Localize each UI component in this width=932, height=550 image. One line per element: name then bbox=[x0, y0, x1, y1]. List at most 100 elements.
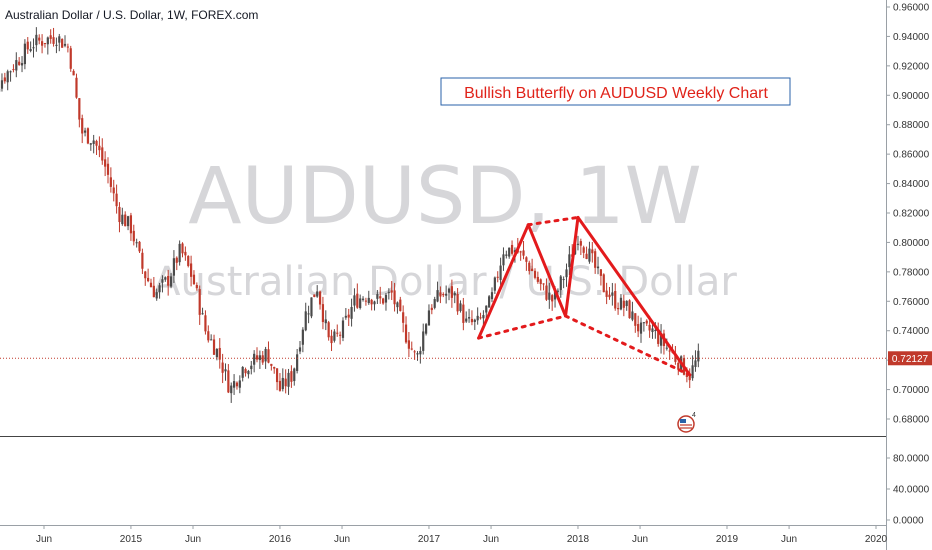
candle-body bbox=[616, 308, 620, 310]
candle-body bbox=[126, 216, 130, 227]
candle-body bbox=[565, 269, 568, 278]
pattern-ratio-AC bbox=[526, 215, 580, 227]
candle-body bbox=[628, 300, 631, 319]
candle-body bbox=[273, 366, 276, 369]
candle-body bbox=[15, 60, 18, 71]
candle-body bbox=[665, 347, 668, 349]
candle-body bbox=[496, 276, 499, 278]
candle-body bbox=[490, 292, 494, 300]
candle-body bbox=[204, 315, 207, 332]
candle-body bbox=[462, 304, 465, 323]
candle-body bbox=[528, 262, 531, 272]
candle-body bbox=[596, 266, 600, 269]
indicator-tick-label: 40.0000 bbox=[893, 485, 930, 496]
candle-body bbox=[361, 298, 365, 300]
candle-body bbox=[198, 289, 201, 315]
time-axis[interactable]: Jun 2015 Jun 2016 Jun 2017 Jun 2018 Jun 2019 Jun 20… bbox=[36, 525, 888, 545]
candle-body bbox=[654, 330, 657, 332]
candle-body bbox=[430, 307, 433, 311]
butterfly-pattern bbox=[477, 215, 692, 377]
candle-body bbox=[419, 351, 422, 355]
candle-body bbox=[261, 355, 264, 363]
economic-event-icon[interactable]: 4 bbox=[677, 412, 696, 433]
candle-body bbox=[192, 274, 196, 285]
candle-body bbox=[255, 355, 259, 360]
candle-body bbox=[310, 297, 313, 317]
candle-body bbox=[6, 71, 9, 83]
price-tick-label: 0.70000 bbox=[893, 385, 930, 396]
candle-body bbox=[625, 300, 628, 307]
price-tick-label: 0.68000 bbox=[893, 415, 930, 426]
indicator-tick-label: 0.0000 bbox=[893, 516, 924, 527]
candle-body bbox=[333, 331, 336, 341]
candle-body bbox=[522, 250, 525, 256]
candle-body bbox=[424, 324, 428, 334]
candle-body bbox=[158, 285, 161, 293]
candle-body bbox=[585, 253, 588, 259]
candle-body bbox=[46, 37, 49, 45]
candle-body bbox=[95, 140, 98, 146]
chart-title: Australian Dollar / U.S. Dollar, 1W, FOR… bbox=[5, 8, 258, 22]
candle-body bbox=[35, 34, 38, 46]
candle-body bbox=[250, 365, 253, 370]
candle-body bbox=[264, 348, 267, 362]
candle-body bbox=[212, 339, 216, 355]
candle-body bbox=[473, 319, 476, 322]
candle-body bbox=[476, 315, 479, 321]
candlestick-series bbox=[0, 27, 700, 403]
candle-body bbox=[341, 320, 345, 338]
candle-body bbox=[293, 368, 296, 382]
svg-text:0.72127: 0.72127 bbox=[892, 354, 929, 365]
candle-body bbox=[12, 69, 15, 71]
price-axis[interactable]: 0.96000 0.94000 0.92000 0.90000 0.88000 0.860… bbox=[886, 3, 930, 426]
candle-body bbox=[631, 311, 634, 320]
candle-body bbox=[427, 310, 431, 326]
candle-body bbox=[459, 303, 462, 311]
candle-body bbox=[548, 292, 551, 300]
candle-body bbox=[436, 290, 439, 302]
watermark-symbol: AUDUSD, 1W bbox=[188, 152, 702, 242]
candle-body bbox=[350, 306, 353, 319]
candle-body bbox=[525, 257, 528, 262]
candle-body bbox=[164, 277, 167, 280]
candle-body bbox=[147, 277, 150, 282]
candle-body bbox=[9, 71, 12, 73]
candle-body bbox=[296, 354, 299, 371]
price-tick-label: 0.90000 bbox=[893, 91, 930, 102]
candle-body bbox=[697, 350, 700, 362]
candle-body bbox=[124, 214, 127, 227]
candle-body bbox=[106, 163, 110, 175]
candle-body bbox=[178, 243, 181, 263]
candle-body bbox=[467, 317, 471, 319]
candle-body bbox=[161, 279, 164, 283]
candle-body bbox=[485, 305, 488, 313]
candle-body bbox=[258, 355, 261, 361]
candle-body bbox=[579, 241, 582, 246]
candle-body bbox=[144, 271, 147, 279]
candle-body bbox=[677, 362, 680, 370]
watermark-description: Australian Dollar / U.S. Dollar bbox=[153, 259, 737, 305]
candle-body bbox=[58, 36, 61, 43]
candle-body bbox=[330, 335, 333, 344]
indicator-axis[interactable]: 80.0000 40.0000 0.0000 bbox=[886, 454, 930, 527]
candle-body bbox=[0, 80, 4, 89]
candle-body bbox=[66, 46, 69, 48]
candle-body bbox=[201, 313, 204, 315]
candle-body bbox=[98, 145, 101, 151]
price-tick-label: 0.82000 bbox=[893, 209, 930, 220]
candle-body bbox=[559, 276, 562, 291]
candle-body bbox=[353, 295, 356, 306]
candle-body bbox=[336, 332, 339, 334]
candle-body bbox=[109, 177, 112, 187]
candle-body bbox=[356, 293, 359, 308]
candle-body bbox=[121, 214, 124, 225]
candle-body bbox=[637, 324, 640, 332]
candle-body bbox=[608, 294, 611, 298]
candle-body bbox=[642, 322, 645, 324]
candle-body bbox=[651, 328, 654, 333]
candle-body bbox=[390, 290, 393, 293]
candle-body bbox=[18, 61, 21, 65]
price-tick-label: 0.88000 bbox=[893, 120, 930, 131]
candle-body bbox=[508, 247, 511, 257]
